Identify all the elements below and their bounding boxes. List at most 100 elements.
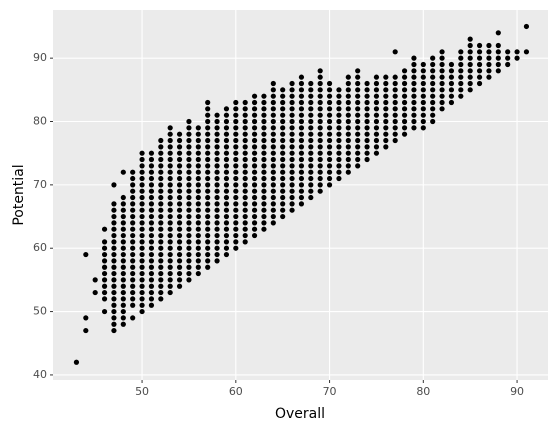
point [289, 137, 295, 144]
point [261, 106, 267, 112]
point [383, 80, 389, 87]
point [242, 169, 248, 175]
point [158, 289, 164, 296]
point [308, 163, 314, 169]
point [139, 283, 145, 289]
point [148, 283, 155, 289]
point [298, 137, 305, 144]
point [130, 245, 136, 251]
point [336, 175, 342, 182]
point [223, 125, 230, 131]
point [392, 93, 398, 99]
point [205, 169, 211, 175]
point [214, 150, 220, 156]
point [261, 112, 267, 118]
point [139, 270, 145, 277]
point [345, 144, 351, 150]
point [317, 74, 323, 80]
point [401, 99, 408, 106]
point [495, 55, 501, 61]
point [383, 125, 389, 131]
point [364, 80, 370, 87]
point [364, 150, 370, 156]
point [280, 137, 286, 144]
x-tick-label: 80 [416, 385, 430, 398]
point [148, 245, 155, 251]
point [430, 118, 436, 125]
point [139, 182, 145, 188]
point [495, 42, 501, 49]
point [326, 163, 333, 169]
point [364, 112, 370, 118]
point [214, 245, 220, 251]
point [83, 251, 89, 258]
point [326, 137, 333, 144]
point [355, 87, 361, 93]
point [308, 99, 314, 106]
point [505, 61, 511, 68]
point [345, 106, 351, 112]
point [176, 245, 183, 251]
point [336, 144, 342, 150]
point [411, 55, 417, 61]
point [214, 220, 220, 226]
point [214, 144, 220, 150]
point [176, 188, 183, 194]
point [205, 131, 211, 137]
point [167, 194, 173, 201]
point [120, 308, 126, 315]
point [439, 49, 445, 55]
point [345, 118, 351, 125]
point [411, 93, 417, 99]
point [242, 226, 248, 232]
point [280, 112, 286, 118]
point [176, 144, 183, 150]
point [298, 93, 305, 99]
point [486, 61, 492, 68]
point [345, 93, 351, 99]
point [261, 93, 267, 99]
point [251, 163, 258, 169]
point [430, 74, 436, 80]
point [261, 188, 267, 194]
point [336, 112, 342, 118]
point [130, 315, 136, 321]
point [233, 175, 239, 182]
point [251, 93, 258, 99]
point [289, 144, 295, 150]
point [148, 277, 155, 283]
point [167, 150, 173, 156]
point [355, 150, 361, 156]
y-tick-label: 90 [33, 51, 47, 64]
point [176, 277, 183, 283]
point [261, 125, 267, 131]
point [158, 245, 164, 251]
point [167, 270, 173, 277]
point [195, 150, 201, 156]
point [148, 188, 155, 194]
point [326, 80, 333, 87]
point [392, 112, 398, 118]
point [251, 112, 258, 118]
point [261, 175, 267, 182]
point [186, 232, 192, 239]
point [223, 232, 230, 239]
point [167, 188, 173, 194]
point [401, 87, 408, 93]
point [223, 188, 230, 194]
point [270, 80, 276, 87]
point [430, 112, 436, 118]
point [101, 245, 108, 251]
point [317, 175, 323, 182]
point [345, 125, 351, 131]
point [280, 93, 286, 99]
point [458, 55, 464, 61]
point [251, 150, 258, 156]
point [223, 144, 230, 150]
point [130, 169, 136, 175]
point [148, 213, 155, 220]
point [411, 87, 417, 93]
point [392, 99, 398, 106]
point [139, 245, 145, 251]
